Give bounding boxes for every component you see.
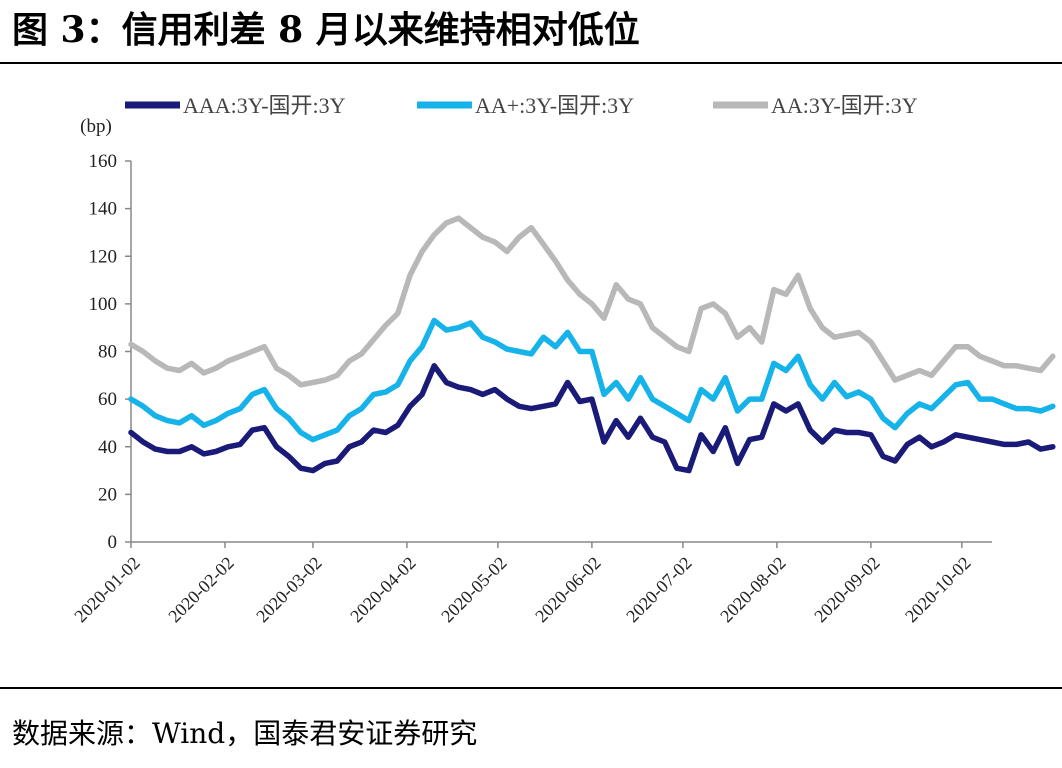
bottom-rule [0,687,1062,689]
axes: 0 20 40 60 80 100 120 140 160 2020-01-02 2020-02-0… [70,151,992,626]
source-note: 数据来源：Wind，国泰君安证券研究 [12,717,478,750]
series-line-1 [128,363,1056,474]
y-axis-unit-label: (bp) [80,116,112,137]
legend: AAA:3Y-国开:3Y AA+:3Y-国开:3Y AA:3Y-国开:3Y [125,93,918,118]
x-tick-label: 2020-09-02 [810,553,884,627]
series-layer [128,215,1056,474]
line-chart: AAA:3Y-国开:3Y AA+:3Y-国开:3Y AA:3Y-国开:3Y (bp)… [70,93,1056,626]
x-tick-label: 2020-01-02 [70,553,144,627]
y-tick-label: 40 [98,437,117,458]
x-tick-label: 2020-08-02 [716,553,790,627]
legend-item-1: AAA:3Y-国开:3Y [125,93,346,118]
y-tick-label: 140 [89,199,118,220]
y-tick-label: 120 [89,246,118,267]
x-tick-label: 2020-06-02 [531,553,605,627]
legend-item-3: AA:3Y-国开:3Y [713,93,918,118]
y-tick-label: 20 [98,484,117,505]
x-tick-label: 2020-05-02 [437,553,511,627]
legend-label: AAA:3Y-国开:3Y [183,93,346,118]
y-tick-label: 80 [98,342,117,363]
y-tick-label: 0 [108,532,118,553]
top-rule [0,62,1062,64]
y-tick-label: 100 [89,294,118,315]
x-tick-label: 2020-02-02 [164,553,238,627]
figure-title: 图 3：信用利差 8 月以来维持相对低位 [12,9,640,51]
x-tick-label: 2020-07-02 [622,553,696,627]
y-tick-label: 60 [98,389,117,410]
legend-item-2: AA+:3Y-国开:3Y [417,93,634,118]
series-line-2 [128,317,1056,443]
x-tick-label: 2020-10-02 [901,553,975,627]
x-tick-label: 2020-03-02 [252,553,326,627]
series-line-3 [128,215,1056,388]
y-tick-label: 160 [89,151,118,172]
legend-label: AA:3Y-国开:3Y [771,93,918,118]
legend-label: AA+:3Y-国开:3Y [475,93,634,118]
x-tick-label: 2020-04-02 [346,553,420,627]
